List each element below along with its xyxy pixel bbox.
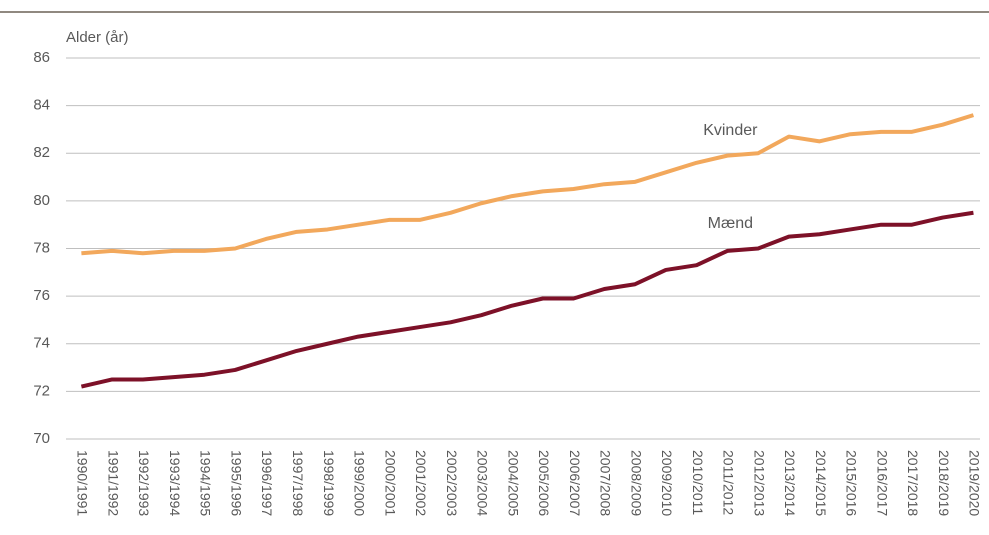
x-tick-label: 2004/2005: [505, 450, 521, 516]
y-tick-label: 86: [33, 49, 50, 66]
x-tick-label: 2012/2013: [751, 450, 767, 516]
x-tick-label: 1993/1994: [167, 450, 183, 516]
series-label: Kvinder: [703, 122, 758, 139]
x-tick-label: 1995/1996: [228, 450, 244, 516]
x-tick-label: 2014/2015: [813, 450, 829, 516]
x-tick-label: 1996/1997: [259, 450, 275, 516]
x-tick-label: 2015/2016: [844, 450, 860, 516]
y-tick-label: 70: [33, 430, 50, 447]
y-tick-label: 74: [33, 335, 50, 352]
x-tick-label: 2017/2018: [905, 450, 921, 516]
y-tick-label: 80: [33, 192, 50, 209]
x-tick-label: 1991/1992: [105, 450, 121, 516]
y-tick-label: 84: [33, 97, 50, 114]
series-label: Mænd: [708, 215, 753, 232]
x-tick-label: 2001/2002: [413, 450, 429, 516]
x-tick-label: 2013/2014: [782, 450, 798, 516]
line-series: [81, 113, 975, 256]
x-tick-label: 2011/2012: [721, 450, 737, 515]
x-tick-label: 1999/2000: [352, 450, 368, 516]
x-tick-label: 1994/1995: [198, 450, 214, 516]
x-tick-label: 2018/2019: [936, 450, 952, 516]
y-tick-label: 82: [33, 144, 50, 161]
y-tick-label: 78: [33, 239, 50, 256]
x-tick-label: 2003/2004: [475, 450, 491, 516]
y-tick-label: 76: [33, 287, 50, 304]
line-series: [80, 210, 974, 389]
x-tick-label: 1997/1998: [290, 450, 306, 516]
x-tick-label: 1998/1999: [321, 450, 337, 516]
x-tick-label: 2006/2007: [567, 450, 583, 516]
x-tick-label: 2002/2003: [444, 450, 460, 516]
x-tick-label: 2016/2017: [874, 450, 890, 516]
x-tick-label: 2019/2020: [967, 450, 983, 516]
y-axis-label: Alder (år): [66, 29, 129, 46]
x-tick-label: 2000/2001: [382, 450, 398, 516]
x-tick-label: 2008/2009: [628, 450, 644, 516]
x-tick-label: 2005/2006: [536, 450, 552, 516]
x-tick-label: 2010/2011: [690, 450, 706, 515]
y-tick-label: 72: [33, 382, 50, 399]
x-tick-label: 1992/1993: [136, 450, 152, 516]
x-tick-label: 2007/2008: [598, 450, 614, 516]
x-tick-label: 2009/2010: [659, 450, 675, 516]
x-tick-label: 1990/1991: [75, 450, 91, 516]
